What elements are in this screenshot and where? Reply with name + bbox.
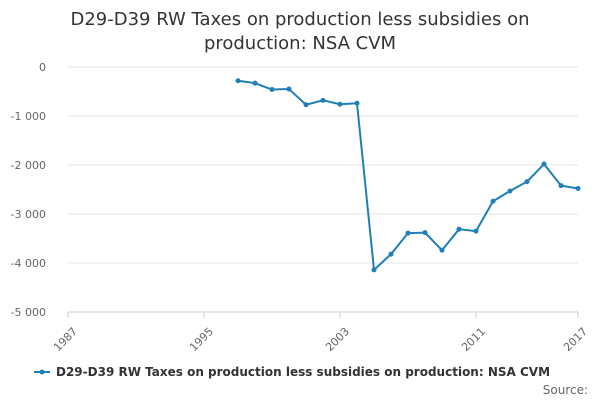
y-tick-label: 0 — [39, 61, 46, 74]
data-point[interactable] — [286, 86, 292, 92]
x-tick-label: 2011 — [459, 325, 488, 354]
data-point[interactable] — [371, 267, 377, 273]
data-point[interactable] — [575, 186, 581, 192]
legend-point-marker — [39, 369, 45, 375]
data-point[interactable] — [439, 247, 445, 253]
series-line — [237, 79, 579, 271]
x-tick-label: 1995 — [187, 325, 216, 354]
y-tick-label: -2 000 — [11, 159, 46, 172]
grid-layer — [68, 66, 578, 313]
data-point[interactable] — [507, 188, 513, 194]
data-point[interactable] — [541, 161, 547, 167]
x-tick-label: 2003 — [323, 325, 352, 354]
legend[interactable]: D29-D39 RW Taxes on production less subs… — [34, 365, 550, 379]
x-tick-label: 2017 — [561, 325, 590, 354]
x-tick-label: 1987 — [51, 325, 80, 354]
data-point[interactable] — [320, 97, 326, 103]
y-tick-label: -5 000 — [11, 306, 46, 319]
data-point[interactable] — [337, 101, 343, 107]
axis-layer: 0 -1 000 -2 000 -3 000 -4 000 -5 000 1987 1995 2… — [11, 61, 590, 354]
y-tick-label: -4 000 — [11, 257, 46, 270]
data-point[interactable] — [473, 228, 479, 234]
source-label: Source: — [543, 383, 588, 397]
data-point[interactable] — [235, 78, 241, 84]
legend-label: D29-D39 RW Taxes on production less subs… — [56, 365, 550, 379]
data-point[interactable] — [456, 226, 462, 232]
data-point[interactable] — [388, 251, 394, 257]
series-layer — [235, 78, 581, 273]
data-point[interactable] — [354, 100, 360, 106]
data-point[interactable] — [422, 230, 428, 236]
y-tick-label: -1 000 — [11, 110, 46, 123]
data-point[interactable] — [490, 198, 496, 204]
data-point[interactable] — [558, 183, 564, 189]
data-point[interactable] — [524, 179, 530, 185]
data-point[interactable] — [269, 87, 275, 93]
data-point[interactable] — [405, 230, 411, 236]
data-point[interactable] — [252, 80, 258, 86]
chart-title: D29-D39 RW Taxes on production less subs… — [70, 9, 530, 54]
data-point[interactable] — [303, 102, 309, 108]
y-tick-label: -3 000 — [11, 208, 46, 221]
